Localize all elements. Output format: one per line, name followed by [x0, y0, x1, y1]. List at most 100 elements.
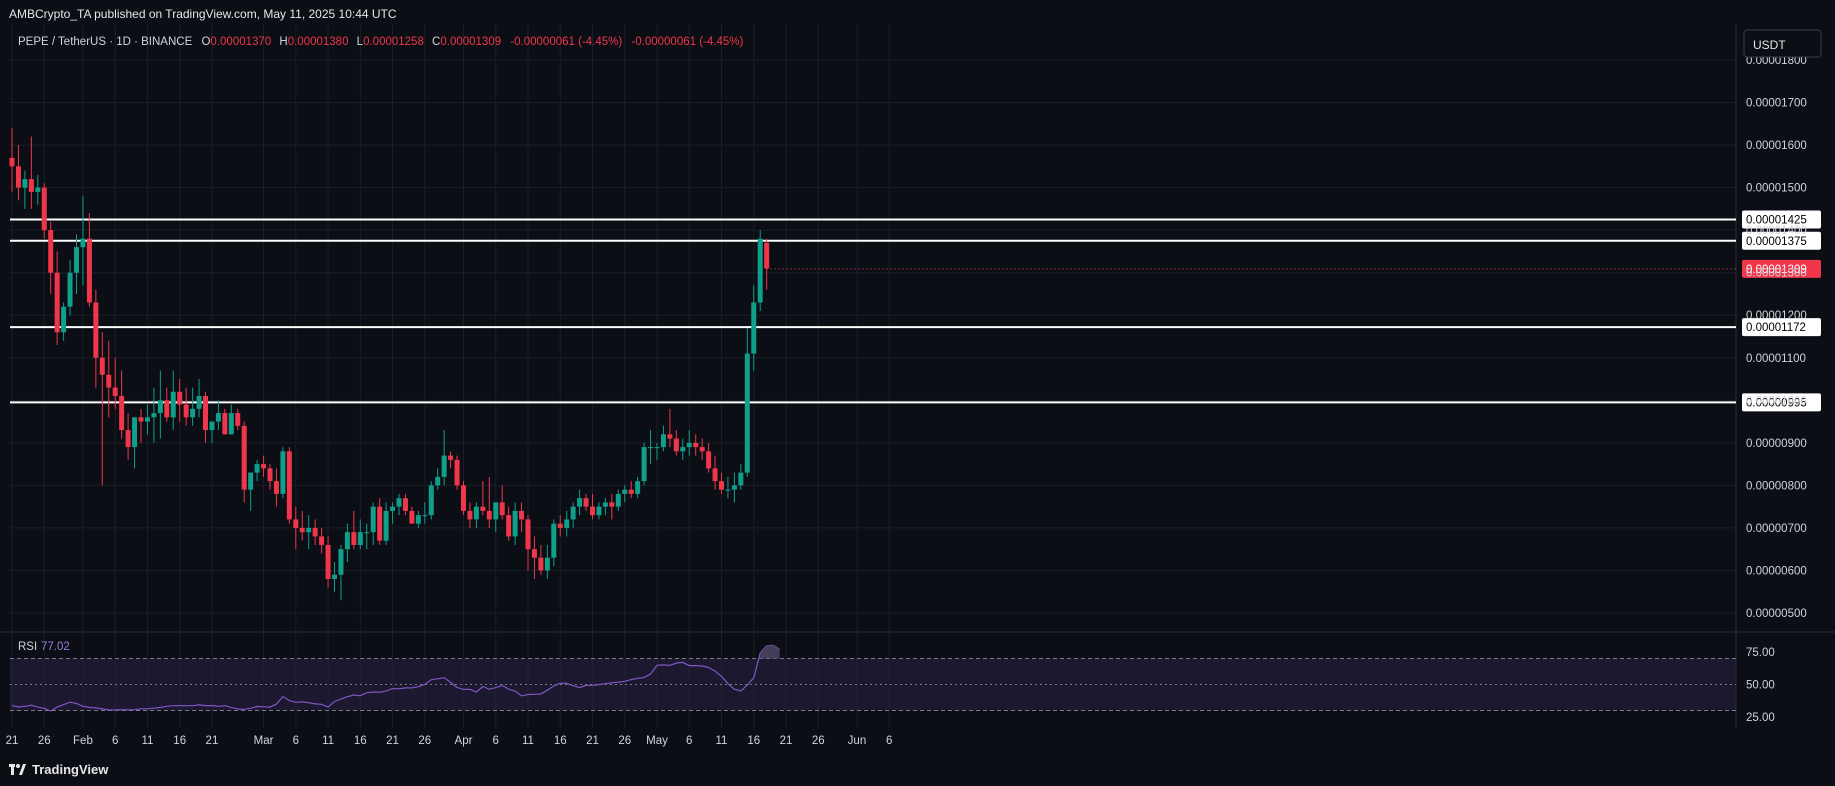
- candle-body[interactable]: [48, 230, 54, 273]
- candle-body[interactable]: [138, 417, 144, 422]
- candle-body[interactable]: [215, 413, 221, 422]
- rsi-pane[interactable]: [10, 644, 1736, 712]
- candle-body[interactable]: [119, 396, 125, 431]
- candle-body[interactable]: [751, 302, 757, 354]
- candle-body[interactable]: [590, 506, 595, 516]
- candle-body[interactable]: [422, 515, 428, 517]
- candle-body[interactable]: [544, 557, 550, 571]
- candle-body[interactable]: [512, 510, 518, 537]
- candle-body[interactable]: [757, 238, 763, 303]
- candle-body[interactable]: [93, 302, 99, 358]
- candle-body[interactable]: [551, 523, 557, 558]
- candle-body[interactable]: [61, 306, 67, 333]
- candle-body[interactable]: [157, 400, 163, 414]
- candle-body[interactable]: [764, 242, 770, 269]
- candle-body[interactable]: [319, 536, 325, 545]
- candle-body[interactable]: [467, 510, 473, 520]
- candle-body[interactable]: [409, 510, 415, 524]
- candle-body[interactable]: [577, 498, 583, 507]
- candle-body[interactable]: [557, 523, 563, 528]
- candle-body[interactable]: [364, 532, 370, 534]
- candle-body[interactable]: [706, 451, 712, 469]
- candle-body[interactable]: [74, 247, 79, 273]
- candle-body[interactable]: [660, 434, 666, 448]
- candle-body[interactable]: [583, 498, 589, 507]
- candle-body[interactable]: [183, 404, 189, 418]
- candle-body[interactable]: [699, 447, 705, 452]
- candle-body[interactable]: [428, 485, 434, 516]
- candle-body[interactable]: [402, 498, 408, 511]
- candle-body[interactable]: [312, 527, 318, 537]
- candle-body[interactable]: [9, 157, 15, 167]
- candle-body[interactable]: [306, 527, 312, 533]
- time-axis[interactable]: 21 26 Feb 6 11 16 21 Mar 6 11 16 21 26 Apr 6 11 16 21 26 Ma…: [6, 735, 893, 747]
- candle-body[interactable]: [370, 506, 376, 533]
- candle-body[interactable]: [731, 485, 737, 490]
- candle-body[interactable]: [241, 425, 247, 490]
- candle-body[interactable]: [15, 166, 21, 188]
- candle-body[interactable]: [499, 502, 505, 516]
- candle-body[interactable]: [525, 519, 531, 550]
- candle-body[interactable]: [196, 396, 202, 409]
- candle-body[interactable]: [506, 515, 512, 537]
- candle-body[interactable]: [267, 468, 273, 482]
- candle-body[interactable]: [248, 472, 254, 490]
- candle-body[interactable]: [338, 549, 344, 575]
- candle-body[interactable]: [486, 510, 492, 520]
- candle-body[interactable]: [615, 493, 621, 507]
- candle-body[interactable]: [86, 238, 92, 303]
- candle-body[interactable]: [80, 238, 86, 248]
- candle-body[interactable]: [622, 489, 628, 494]
- rsi-line[interactable]: [11, 644, 780, 712]
- candle-body[interactable]: [480, 506, 486, 511]
- candle-body[interactable]: [564, 519, 570, 528]
- candle-body[interactable]: [693, 442, 699, 448]
- candle-body[interactable]: [132, 417, 138, 448]
- candle-body[interactable]: [441, 455, 447, 477]
- candle-body[interactable]: [106, 374, 112, 388]
- candle-body[interactable]: [293, 519, 299, 528]
- candle-body[interactable]: [357, 532, 363, 545]
- candle-body[interactable]: [190, 408, 196, 418]
- candle-body[interactable]: [299, 527, 305, 533]
- candle-body[interactable]: [177, 391, 183, 405]
- candle-body[interactable]: [744, 353, 750, 473]
- candle-body[interactable]: [235, 413, 241, 426]
- candle-body[interactable]: [680, 447, 686, 452]
- candle-body[interactable]: [454, 459, 460, 486]
- price-axis[interactable]: 0.00001800 0.00001700 0.00001600 0.00001500…: [1746, 55, 1807, 724]
- candle-body[interactable]: [531, 549, 537, 558]
- candles[interactable]: [9, 128, 770, 601]
- candle-body[interactable]: [41, 187, 47, 231]
- candle-body[interactable]: [570, 506, 576, 520]
- candle-body[interactable]: [396, 498, 402, 507]
- candle-body[interactable]: [686, 442, 692, 448]
- candle-body[interactable]: [22, 179, 28, 188]
- candle-body[interactable]: [435, 476, 441, 486]
- candle-body[interactable]: [473, 506, 479, 520]
- candle-body[interactable]: [203, 396, 208, 431]
- candle-body[interactable]: [628, 489, 634, 494]
- candle-body[interactable]: [738, 472, 744, 486]
- candle-body[interactable]: [390, 506, 396, 511]
- candle-body[interactable]: [254, 464, 260, 473]
- currency-button[interactable]: USDT: [1743, 29, 1822, 58]
- candle-body[interactable]: [415, 515, 421, 524]
- candle-body[interactable]: [144, 417, 150, 422]
- candle-body[interactable]: [602, 502, 608, 507]
- candle-body[interactable]: [222, 413, 228, 435]
- candle-body[interactable]: [351, 532, 357, 545]
- candle-body[interactable]: [725, 489, 731, 491]
- candle-body[interactable]: [332, 574, 337, 579]
- candle-body[interactable]: [712, 468, 718, 482]
- candle-body[interactable]: [125, 430, 131, 448]
- candle-body[interactable]: [209, 421, 215, 431]
- candle-body[interactable]: [667, 434, 673, 439]
- candle-body[interactable]: [377, 506, 383, 541]
- candle-body[interactable]: [654, 447, 660, 449]
- candle-body[interactable]: [112, 387, 118, 397]
- candle-body[interactable]: [99, 357, 105, 375]
- candle-body[interactable]: [35, 187, 41, 192]
- candle-body[interactable]: [448, 455, 454, 460]
- candle-body[interactable]: [719, 481, 724, 490]
